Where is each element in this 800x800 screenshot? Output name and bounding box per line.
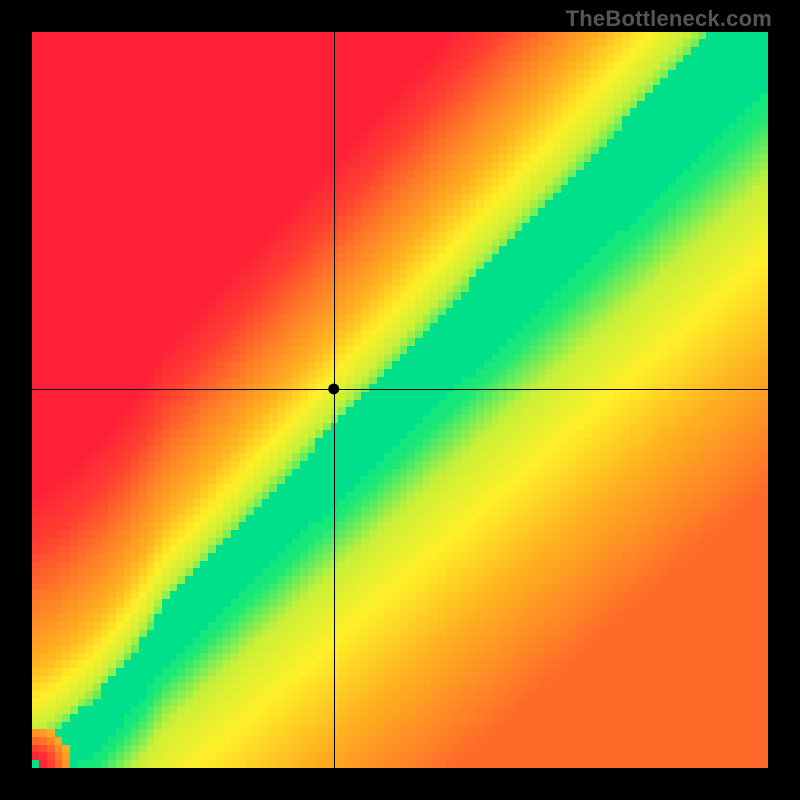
- attribution-label: TheBottleneck.com: [566, 6, 772, 32]
- chart-container: TheBottleneck.com: [0, 0, 800, 800]
- bottleneck-heatmap: [32, 32, 768, 768]
